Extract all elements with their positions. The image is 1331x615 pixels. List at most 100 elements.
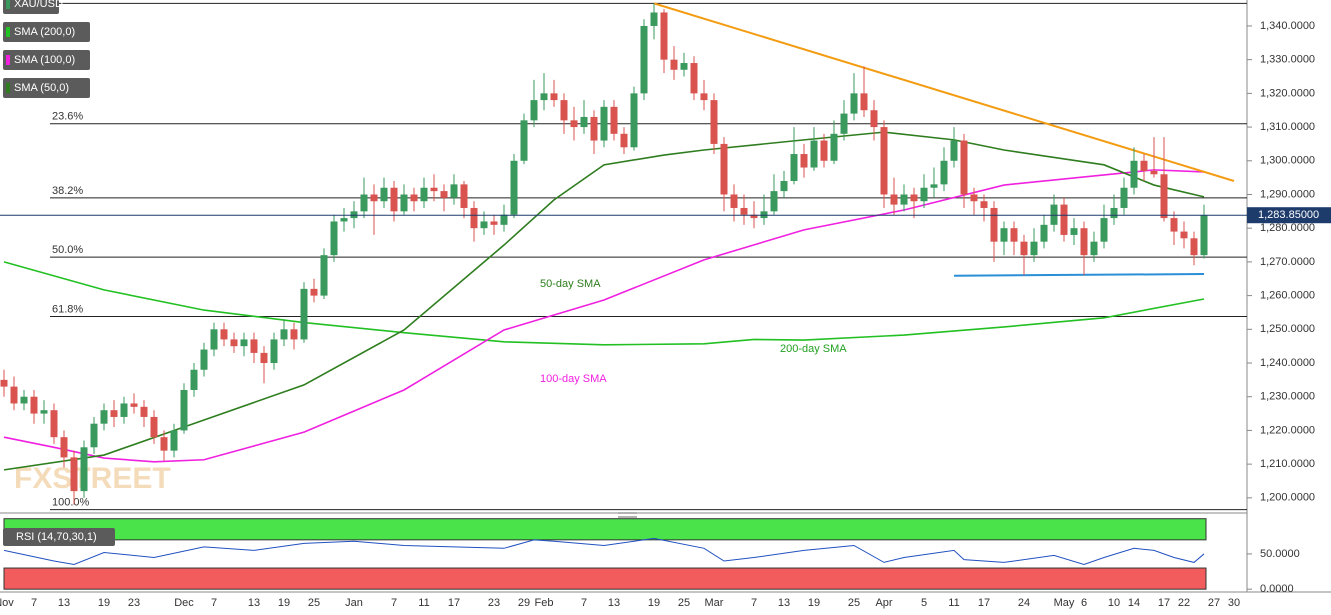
candle-body — [60, 437, 68, 458]
candle-body — [640, 25, 648, 94]
legend-swatch — [6, 55, 10, 65]
candle-body — [1130, 160, 1138, 188]
y-tick-label: 1,230.0000 — [1260, 391, 1315, 403]
candle-body — [520, 120, 528, 161]
y-tick-label: 1,210.0000 — [1260, 458, 1315, 470]
candle-body — [1110, 207, 1118, 219]
candle-body — [100, 410, 108, 424]
candle-body — [430, 187, 438, 192]
x-tick-label: 25 — [308, 597, 320, 609]
candle-body — [250, 339, 258, 353]
candle-body — [750, 214, 758, 219]
separator-handle[interactable] — [618, 512, 637, 518]
y-tick-label: 1,200.0000 — [1260, 492, 1315, 504]
candle-body — [1070, 228, 1078, 235]
candle-body — [230, 339, 238, 347]
x-tick-label: 14 — [1128, 597, 1140, 609]
legend-box — [3, 50, 90, 70]
fib-label: 0.0% — [52, 0, 77, 2]
candle-body — [1020, 241, 1028, 256]
candle-body — [790, 154, 798, 182]
y-tick-label: 1,290.0000 — [1260, 188, 1315, 200]
candle-body — [570, 120, 578, 128]
legend-box — [3, 0, 59, 14]
candle-body — [70, 457, 78, 492]
legend-item: SMA (200,0) — [3, 22, 90, 42]
rsi-line — [3, 537, 1205, 566]
candle-body — [950, 140, 958, 161]
candle-body — [310, 288, 318, 296]
fib-label: 38.2% — [52, 185, 83, 197]
candle-body — [260, 352, 268, 364]
candle-body — [1180, 231, 1188, 239]
x-tick-label: 24 — [1018, 597, 1030, 609]
candle-body — [0, 379, 8, 387]
candle-body — [40, 410, 48, 414]
candle-body — [780, 181, 788, 192]
y-tick-label: 1,310.0000 — [1260, 121, 1315, 133]
x-tick-label: 17 — [1158, 597, 1170, 609]
candle-body — [540, 93, 548, 101]
rsi-legend-box — [3, 528, 115, 546]
trendline — [653, 2, 1235, 182]
annotation: 100-day SMA — [540, 373, 607, 385]
fib-label: 61.8% — [52, 303, 83, 315]
legend-item: SMA (100,0) — [3, 50, 90, 70]
candle-body — [290, 329, 298, 340]
candle-body — [460, 184, 468, 208]
legend-box — [3, 22, 90, 42]
candle-body — [1120, 187, 1128, 208]
candle-body — [630, 93, 638, 148]
candle-body — [150, 416, 158, 438]
x-tick-label: Apr — [875, 597, 892, 609]
candle-body — [930, 184, 938, 188]
x-tick-label: 13 — [778, 597, 790, 609]
y-tick-label: 1,240.0000 — [1260, 357, 1315, 369]
candle-body — [840, 113, 848, 134]
y-tick-label: 1,270.0000 — [1260, 256, 1315, 268]
x-tick-label: Feb — [535, 597, 554, 609]
y-tick-label: 0.0000 — [1260, 583, 1294, 595]
candle-body — [1060, 204, 1068, 235]
x-tick-label: May — [1054, 597, 1075, 609]
candle-body — [180, 389, 188, 431]
candle-body — [120, 403, 128, 417]
candle-body — [890, 194, 898, 205]
candle-body — [1200, 215, 1208, 256]
candle-body — [650, 12, 658, 26]
candle-body — [340, 218, 348, 222]
legend-item: SMA (50,0) — [3, 78, 90, 98]
x-tick-label: 27 — [1208, 597, 1220, 609]
y-tick-label: 1,260.0000 — [1260, 290, 1315, 302]
candle-body — [330, 221, 338, 256]
x-tick-label: 19 — [278, 597, 290, 609]
legend-label: SMA (100,0) — [14, 54, 75, 66]
candle-body — [80, 447, 88, 492]
candle-body — [470, 207, 478, 229]
candle-body — [1190, 238, 1198, 256]
candle-body — [140, 406, 148, 417]
candle-body — [1160, 174, 1168, 219]
x-tick-label: 11 — [948, 597, 959, 609]
x-tick-label: Dec — [174, 597, 194, 609]
candle-body — [450, 184, 458, 198]
rsi-band — [3, 567, 1207, 590]
candle-body — [1030, 241, 1038, 256]
candle-body — [850, 93, 858, 114]
candle-body — [600, 106, 608, 141]
candle-body — [800, 154, 808, 168]
x-tick-label: 7 — [211, 597, 217, 609]
legend-swatch — [6, 0, 10, 9]
candle-body — [1140, 160, 1148, 171]
x-tick-label: 29 — [518, 597, 530, 609]
x-tick-label: 13 — [58, 597, 70, 609]
candle-body — [760, 211, 768, 219]
fib-label: 100.0% — [52, 497, 90, 509]
x-tick-label: 11 — [418, 597, 429, 609]
candle-body — [1100, 218, 1108, 242]
sma-line — [3, 261, 1205, 346]
candle-body — [660, 12, 668, 60]
candle-body — [210, 329, 218, 350]
y-tick-label: 50.0000 — [1260, 548, 1300, 560]
legend-swatch — [6, 83, 10, 93]
